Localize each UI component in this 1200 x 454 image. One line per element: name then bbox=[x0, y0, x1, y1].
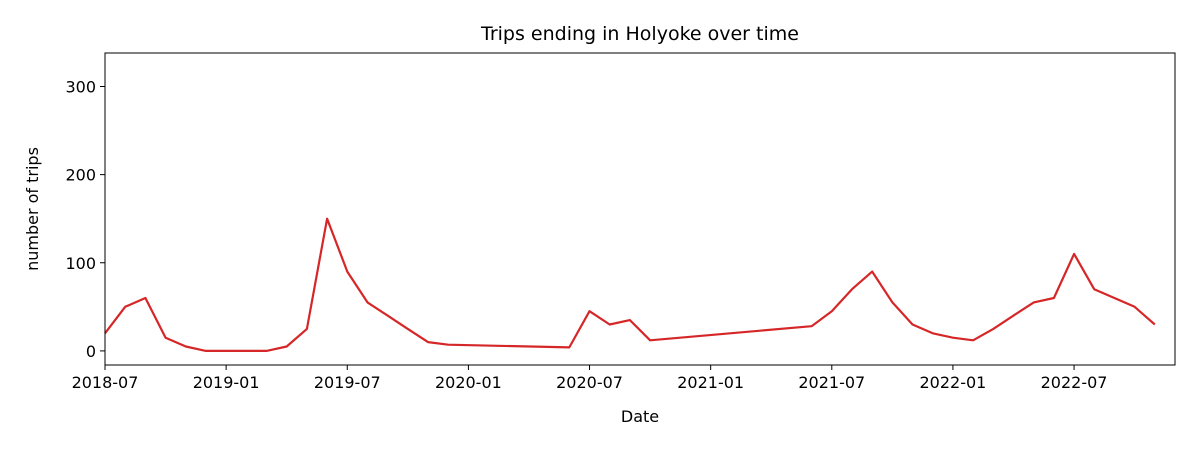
y-axis-label: number of trips bbox=[23, 147, 42, 271]
data-line bbox=[104, 217, 1156, 352]
x-tick-label: 2022-07 bbox=[1041, 373, 1108, 392]
y-tick-label: 300 bbox=[65, 77, 96, 96]
y-tick-label: 100 bbox=[65, 254, 96, 273]
x-tick-label: 2020-01 bbox=[435, 373, 502, 392]
y-tick-label: 200 bbox=[65, 166, 96, 185]
x-tick-label: 2019-01 bbox=[193, 373, 260, 392]
x-axis-label: Date bbox=[621, 407, 659, 426]
x-tick-label: 2021-01 bbox=[677, 373, 744, 392]
x-tick-label: 2019-07 bbox=[314, 373, 381, 392]
x-tick-label: 2022-01 bbox=[919, 373, 986, 392]
plot-frame bbox=[104, 52, 1176, 366]
chart-title: Trips ending in Holyoke over time bbox=[480, 23, 799, 45]
x-tick-label: 2018-07 bbox=[72, 373, 139, 392]
y-tick-label: 0 bbox=[86, 342, 96, 361]
x-tick-label: 2020-07 bbox=[556, 373, 623, 392]
x-tick-label: 2021-07 bbox=[798, 373, 865, 392]
